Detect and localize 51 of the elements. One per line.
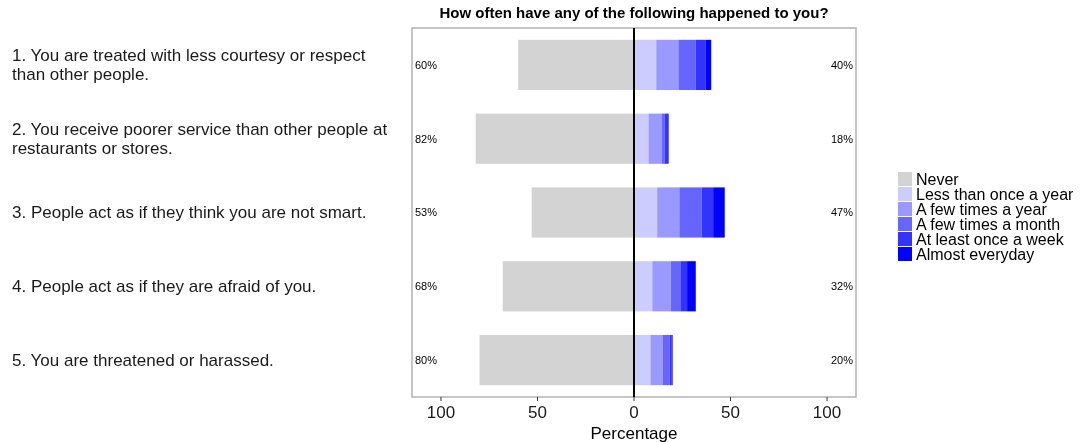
bar (656, 39, 679, 90)
bar (634, 187, 658, 238)
bar (662, 335, 670, 386)
bar (502, 261, 634, 312)
bar (634, 39, 657, 90)
x-tick-label: 50 (721, 403, 740, 422)
bar (680, 261, 688, 312)
annotation: 60% (415, 58, 438, 71)
bar (479, 335, 634, 386)
bar (652, 261, 671, 312)
y-tick-label: 4. People act as if they are afraid of you. (12, 277, 317, 297)
bar (679, 187, 702, 238)
annotation: 82% (415, 132, 438, 145)
y-tick-label: 1. You are treated with less courtesy or respect than other people. (12, 46, 366, 85)
x-tick-label: 0 (629, 403, 639, 422)
y-tick-label: 5. You are threatened or harassed. (12, 351, 274, 371)
bar (670, 261, 681, 312)
bar (661, 113, 665, 164)
bar (678, 39, 696, 90)
y-tick-label: 2. You receive poorer service than other people at restaurants or stores. (12, 120, 388, 159)
bar (634, 335, 651, 386)
bar (650, 335, 663, 386)
legend-label: Never (916, 170, 960, 188)
annotation: 18% (831, 132, 854, 145)
annotation: 80% (415, 353, 438, 366)
bar (695, 39, 706, 90)
annotation: 40% (831, 58, 854, 71)
annotation: 68% (415, 280, 438, 293)
x-tick-label: 100 (812, 403, 842, 422)
x-tick-label: 50 (528, 403, 547, 422)
bar (657, 187, 680, 238)
bar (531, 187, 634, 238)
bar (664, 113, 669, 164)
x-tick-label: 100 (426, 403, 456, 422)
legend-label: At least once a week (916, 230, 1065, 248)
bar (705, 39, 712, 90)
bar (518, 39, 634, 90)
bar (701, 187, 714, 238)
bar (687, 261, 696, 312)
annotation: 53% (415, 206, 438, 219)
annotation: 20% (831, 353, 854, 366)
bar (475, 113, 634, 164)
bar (634, 261, 653, 312)
bar (713, 187, 725, 238)
annotation: 32% (831, 280, 854, 293)
y-tick-label: 3. People act as if they think you are not smart. (12, 203, 367, 223)
legend-label: Almost everyday (916, 245, 1035, 263)
chart-title: How often have any of the following happened to you? (439, 4, 829, 21)
bar (648, 113, 662, 164)
x-axis-title: Percentage (590, 424, 678, 442)
annotation: 47% (831, 206, 854, 219)
